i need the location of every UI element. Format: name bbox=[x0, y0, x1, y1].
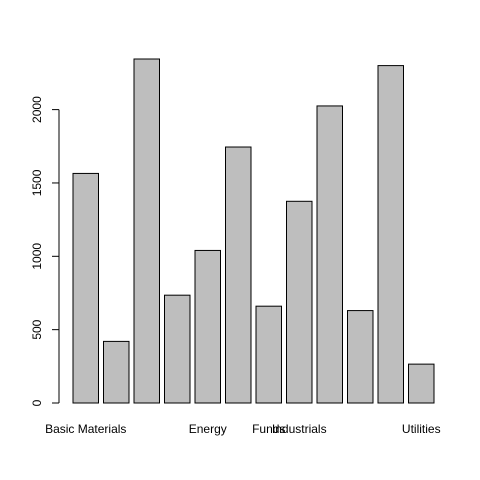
y-tick-label: 1000 bbox=[30, 243, 44, 270]
x-category-label: Industrials bbox=[272, 422, 327, 436]
bar bbox=[194, 249, 221, 404]
bar bbox=[286, 200, 313, 404]
bar bbox=[408, 363, 435, 404]
bar bbox=[103, 340, 130, 404]
bar bbox=[377, 65, 404, 404]
bar bbox=[133, 58, 160, 404]
bar bbox=[255, 305, 282, 404]
y-tick-label: 500 bbox=[30, 319, 44, 339]
y-axis: 0 500 1000 1500 2000 bbox=[30, 96, 60, 406]
bar bbox=[347, 310, 374, 404]
y-tick-label: 2000 bbox=[30, 96, 44, 123]
x-category-label: Utilities bbox=[402, 422, 441, 436]
bar bbox=[225, 146, 252, 404]
x-category-label: Funds bbox=[252, 422, 285, 436]
y-tick-label: 0 bbox=[30, 399, 44, 406]
bar bbox=[72, 172, 99, 404]
x-category-label: Basic Materials bbox=[45, 422, 126, 436]
x-category-label: Energy bbox=[189, 422, 227, 436]
bar bbox=[164, 294, 191, 404]
bars bbox=[72, 58, 435, 404]
y-tick-label: 1500 bbox=[30, 169, 44, 196]
bar bbox=[316, 105, 343, 404]
